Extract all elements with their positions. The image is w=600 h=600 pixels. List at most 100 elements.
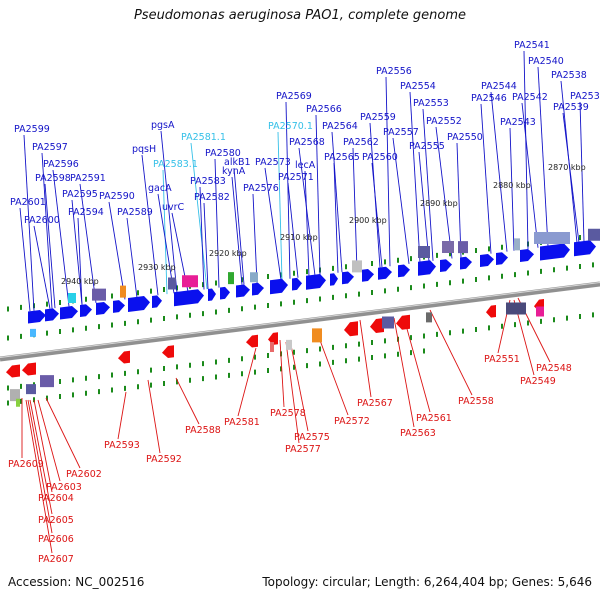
gene-label-top: PA2554 <box>400 81 436 92</box>
leader-line-bottom <box>117 391 127 440</box>
leader-line-top <box>77 217 83 305</box>
scale-label: 2920 kbp <box>209 249 247 258</box>
gene-label-bottom: PA2604 <box>38 493 74 504</box>
gene-label-top: PA2550 <box>447 132 483 143</box>
leader-line-top <box>385 76 391 267</box>
leader-line-top <box>157 193 175 294</box>
scale-label: 2940 kbp <box>61 277 99 286</box>
leader-line-top <box>252 193 258 283</box>
gene-block <box>352 260 362 273</box>
reverse-gene-arrow <box>246 334 258 348</box>
leader-line-top <box>435 126 453 259</box>
forward-gene-arrow <box>220 286 230 300</box>
leader-line-bottom <box>403 317 431 413</box>
scale-label: 2880 kbp <box>493 181 531 190</box>
leader-line-top <box>523 50 529 250</box>
backbone-highlight <box>0 282 600 358</box>
gene-label-bottom: PA2548 <box>536 363 572 374</box>
forward-gene-arrow <box>292 277 302 291</box>
leader-line-top <box>298 147 316 276</box>
gene-label-bottom: PA2606 <box>38 534 74 545</box>
leader-line-top <box>277 131 283 280</box>
forward-gene-arrow <box>270 278 288 295</box>
forward-gene-arrow <box>418 260 436 276</box>
gene-label-bottom: PA2578 <box>270 408 306 419</box>
leader-line-top <box>108 201 126 300</box>
forward-gene-arrow <box>460 256 472 270</box>
forward-gene-arrow <box>80 304 92 317</box>
backbone-group <box>0 281 600 362</box>
leader-line-top <box>287 182 299 278</box>
forward-gene-arrow <box>440 259 452 272</box>
reverse-gene-arrow <box>6 364 20 378</box>
gene-label-top: PA2555 <box>409 141 445 152</box>
reverse-gene-arrow <box>118 350 130 364</box>
reverse-gene-arrow <box>22 362 36 376</box>
gene-block <box>30 328 36 337</box>
forward-gene-arrow <box>152 295 162 308</box>
gene-block <box>506 302 526 315</box>
gene-block <box>536 306 544 317</box>
forward-gene-arrow <box>330 273 338 286</box>
gene-features <box>6 228 600 407</box>
gene-label-bottom: PA2572 <box>334 416 370 427</box>
gene-block <box>286 339 292 350</box>
gene-label-top: PA2594 <box>68 207 104 218</box>
gene-label-top: PA2543 <box>500 117 536 128</box>
gene-label-top: PA2538 <box>551 70 587 81</box>
leader-line-bottom <box>37 399 61 482</box>
forward-gene-arrow <box>113 300 125 313</box>
gene-block <box>426 312 432 323</box>
gene-label-bottom: PA2577 <box>285 444 321 455</box>
forward-gene-arrow <box>60 306 78 320</box>
gene-label-top: PA2566 <box>306 104 342 115</box>
gene-block <box>228 272 234 285</box>
accession-text: Accession: NC_002516 <box>8 575 145 589</box>
gene-block <box>182 275 198 288</box>
gene-label-bottom: PA2567 <box>357 398 393 409</box>
scale-label: 2930 kbp <box>138 263 176 272</box>
leader-line-top <box>456 142 462 258</box>
gene-label-top: PA2571 <box>278 172 314 183</box>
gene-label-top: PA2601 <box>10 197 46 208</box>
gene-label-bottom: PA2563 <box>400 428 436 439</box>
gene-label-top: PA2562 <box>343 137 379 148</box>
gene-block <box>92 288 106 301</box>
gene-label-top: uvrC <box>162 202 185 213</box>
genome-summary: Topology: circular; Length: 6,264,404 bp… <box>262 575 592 589</box>
gene-block <box>534 232 570 244</box>
leader-line-top <box>71 199 83 305</box>
forward-gene-arrow <box>480 254 494 267</box>
gene-label-top: PA2556 <box>376 66 412 77</box>
reverse-gene-arrow <box>370 318 384 333</box>
leader-line-top <box>371 162 383 268</box>
leader-line-top <box>331 131 343 273</box>
gene-block <box>40 375 54 388</box>
gene-label-top: PA2569 <box>276 91 312 102</box>
gene-block <box>250 272 258 283</box>
gene-block <box>16 398 20 407</box>
leader-line-top <box>141 154 159 296</box>
gene-block <box>418 246 430 258</box>
forward-gene-arrow <box>45 308 59 322</box>
gene-label-top: PA2580 <box>205 148 241 159</box>
gene-label-top: PA2553 <box>413 98 449 109</box>
leader-line-top <box>490 91 508 252</box>
leader-line-bottom <box>25 399 53 554</box>
forward-gene-arrow <box>574 240 596 257</box>
gene-label-top: PA2546 <box>471 93 507 104</box>
leader-line-top <box>23 134 35 311</box>
gene-label-top: PA2583.1 <box>153 159 198 170</box>
reverse-gene-arrow <box>396 314 410 330</box>
gene-label-top: PA2570.1 <box>268 121 313 132</box>
gene-label-top: PA2600 <box>24 215 60 226</box>
gene-label-top: PA2591 <box>70 173 106 184</box>
gene-label-bottom: PA2602 <box>66 469 102 480</box>
gene-block <box>442 241 454 253</box>
leader-line-bottom <box>45 397 81 469</box>
gene-label-top: lecA <box>295 160 316 171</box>
gene-label-bottom: PA2581 <box>224 417 260 428</box>
forward-gene-arrow <box>362 269 374 282</box>
leader-line-top <box>480 103 492 254</box>
